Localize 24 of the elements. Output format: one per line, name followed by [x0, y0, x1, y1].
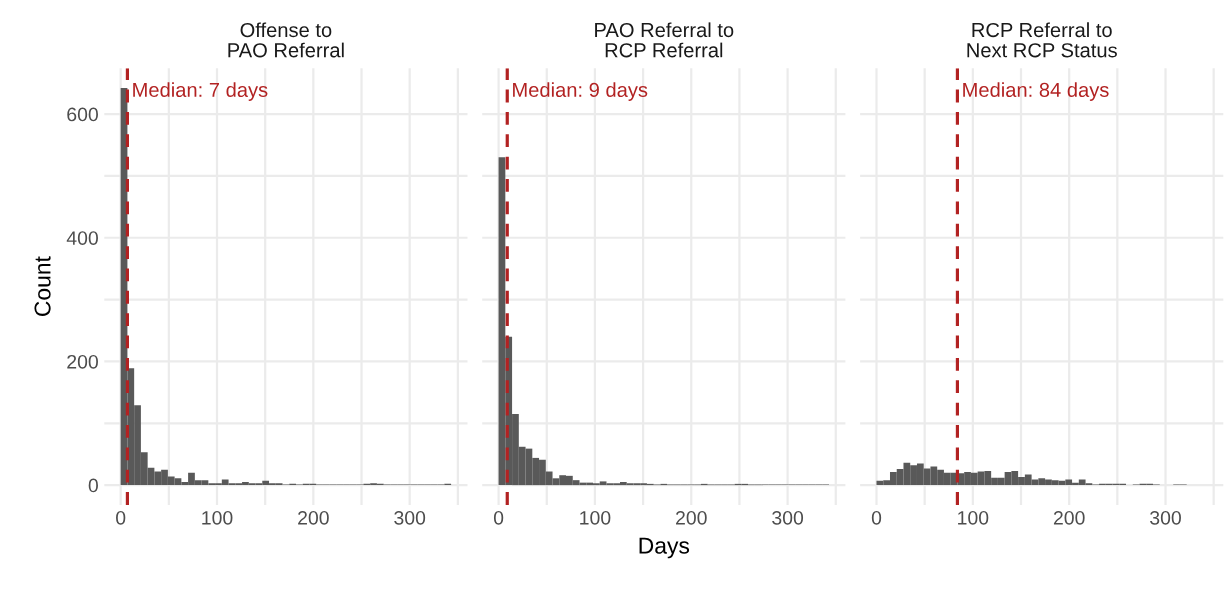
x-tick-label: 0 [871, 510, 882, 525]
x-tick-label: 200 [676, 510, 707, 525]
chart-title: Offense to PAO Referral [228, 22, 344, 58]
ref-line-label: Median: 9 days [513, 82, 648, 101]
x-tick-label: 0 [116, 510, 126, 525]
x-tick-label: 100 [580, 510, 611, 525]
x-tick-label: 100 [958, 510, 989, 525]
y-axis-title: Count [34, 256, 51, 317]
y-tick-label: 400 [66, 231, 98, 245]
y-tick-label: 600 [67, 107, 98, 122]
chart-title: PAO Referral to RCP Referral [595, 22, 734, 58]
x-tick-label: 300 [772, 510, 804, 525]
x-tick-label: 200 [1053, 510, 1085, 525]
ref-line-label: Median: 84 days [963, 82, 1109, 101]
x-tick-label: 300 [394, 510, 426, 525]
ref-line-label: Median: 7 days [133, 82, 268, 101]
chart-title: RCP Referral to Next RCP Status [967, 22, 1117, 58]
x-axis-title: Days [639, 537, 690, 559]
x-tick-label: 300 [1150, 510, 1181, 525]
y-tick-label: 0 [88, 478, 98, 493]
x-tick-label: 0 [493, 510, 504, 525]
x-tick-label: 100 [202, 510, 233, 525]
x-tick-label: 200 [298, 510, 329, 525]
y-tick-label: 200 [67, 354, 98, 369]
